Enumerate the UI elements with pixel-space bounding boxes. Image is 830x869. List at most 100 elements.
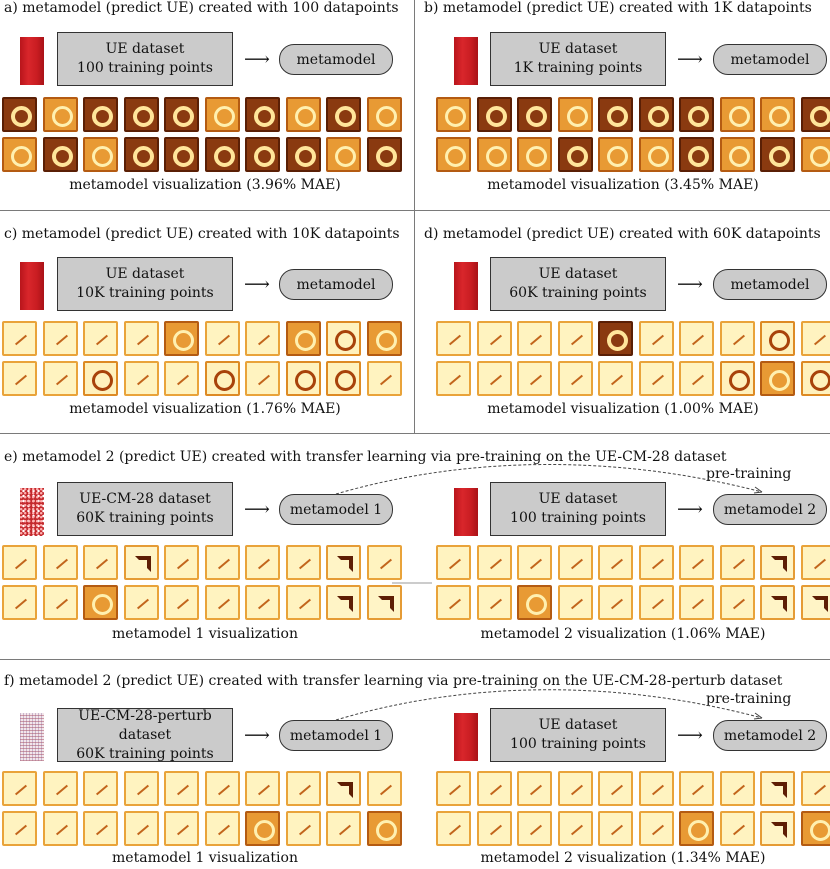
filter-tile <box>42 97 78 132</box>
panel-d-arrow-icon: ⟶ <box>677 274 703 295</box>
filter-tile <box>164 545 199 580</box>
panel-divider-e-f <box>0 659 830 660</box>
filter-tile <box>2 585 37 620</box>
filter-tile <box>123 137 159 172</box>
filter-tile <box>557 585 593 620</box>
filter-tile <box>285 361 321 396</box>
filter-tile <box>204 97 240 132</box>
filter-tile <box>598 545 633 580</box>
filter-tile <box>557 137 593 172</box>
filter-tile <box>760 585 795 620</box>
filter-tile <box>42 771 78 806</box>
dataset-box-line1: UE-CM-28-perturb dataset <box>78 707 212 743</box>
filter-tile <box>476 811 512 846</box>
filter-tile <box>679 771 714 806</box>
dataset-box-line2: 10K training points <box>76 285 214 301</box>
filter-tile <box>476 321 512 356</box>
filter-tile <box>164 361 199 396</box>
filter-tile <box>638 97 674 132</box>
filter-tile <box>557 361 593 396</box>
panel-divider-ab-cd <box>0 210 830 211</box>
panel-e-left-caption: metamodel 1 visualization <box>112 626 298 642</box>
filter-tile <box>760 771 795 806</box>
filter-tile <box>800 811 830 846</box>
filter-tile <box>204 811 240 846</box>
filter-tile <box>436 811 471 846</box>
filter-tile <box>476 545 512 580</box>
panel-a-metamodel-box: metamodel <box>279 44 393 75</box>
filter-tile <box>285 811 321 846</box>
filter-tile <box>42 811 78 846</box>
filter-tile <box>679 137 714 172</box>
panel-e-right-arrow-icon: ⟶ <box>677 499 703 520</box>
filter-tile <box>517 137 552 172</box>
filter-tile <box>326 811 361 846</box>
filter-tile <box>800 771 830 806</box>
filter-tile <box>366 97 402 132</box>
panel-f-right-dataset-box: UE dataset 100 training points <box>490 708 666 762</box>
panel-e-right-caption: metamodel 2 visualization (1.06% MAE) <box>480 626 766 642</box>
filter-tile <box>598 137 633 172</box>
filter-tile <box>123 321 159 356</box>
panel-divider-cd-e <box>0 433 830 434</box>
panel-e-left-dataset-box: UE-CM-28 dataset 60K training points <box>57 482 233 536</box>
panel-e-metamodel-2-box: metamodel 2 <box>713 494 827 525</box>
filter-tile <box>719 137 755 172</box>
dataset-box-line1: UE dataset <box>538 266 618 282</box>
dataset-box-line1: UE dataset <box>538 491 618 507</box>
dataset-box-line1: UE dataset <box>538 717 618 733</box>
filter-tile <box>83 811 118 846</box>
filter-tile <box>719 585 755 620</box>
filter-tile <box>719 361 755 396</box>
filter-tile <box>123 545 159 580</box>
filter-tile <box>326 585 361 620</box>
dataset-box-line2: 60K training points <box>76 510 214 526</box>
filter-tile <box>800 97 830 132</box>
panel-b-arrow-icon: ⟶ <box>677 49 703 70</box>
filter-tile <box>598 321 633 356</box>
panel-b-metamodel-box: metamodel <box>713 44 827 75</box>
panel-b-title: b) metamodel (predict UE) created with 1… <box>424 0 812 16</box>
filter-tile <box>679 545 714 580</box>
panel-d-caption: metamodel visualization (1.00% MAE) <box>487 401 759 417</box>
filter-tile <box>326 545 361 580</box>
filter-tile <box>83 137 118 172</box>
panel-e-left-arrow-icon: ⟶ <box>244 499 270 520</box>
filter-tile <box>123 811 159 846</box>
panel-a-arrow-icon: ⟶ <box>244 49 270 70</box>
dataset-box-line1: UE dataset <box>105 41 185 57</box>
filter-tile <box>366 771 402 806</box>
filter-tile <box>204 361 240 396</box>
filter-tile <box>164 97 199 132</box>
filter-tile <box>800 585 830 620</box>
filter-tile <box>557 771 593 806</box>
filter-tile <box>164 585 199 620</box>
filter-tile <box>245 97 280 132</box>
filter-tile <box>638 585 674 620</box>
filter-tile <box>638 771 674 806</box>
panel-a-dataset-box: UE dataset 100 training points <box>57 32 233 86</box>
panel-f-left-dataset-box: UE-CM-28-perturb dataset 60K training po… <box>57 708 233 762</box>
panel-f-left-arrow-icon: ⟶ <box>244 725 270 746</box>
filter-tile <box>436 97 471 132</box>
filter-tile <box>245 137 280 172</box>
filter-tile <box>638 137 674 172</box>
filter-tile <box>436 545 471 580</box>
dataset-box-line1: UE dataset <box>538 41 618 57</box>
panel-f-right-caption: metamodel 2 visualization (1.34% MAE) <box>480 850 766 866</box>
filter-tile <box>800 545 830 580</box>
panel-f-left-caption: metamodel 1 visualization <box>112 850 298 866</box>
filter-tile <box>598 361 633 396</box>
filter-tile <box>326 771 361 806</box>
filter-tile <box>2 137 37 172</box>
filter-tile <box>760 811 795 846</box>
filter-tile <box>164 771 199 806</box>
panel-e-ue-sample-image <box>454 488 478 536</box>
filter-tile <box>638 811 674 846</box>
filter-tile <box>517 97 552 132</box>
filter-tile <box>204 321 240 356</box>
panel-e-ue-cm-28-sample-image <box>20 488 44 536</box>
filter-tile <box>42 545 78 580</box>
panel-d-title: d) metamodel (predict UE) created with 6… <box>424 226 821 242</box>
